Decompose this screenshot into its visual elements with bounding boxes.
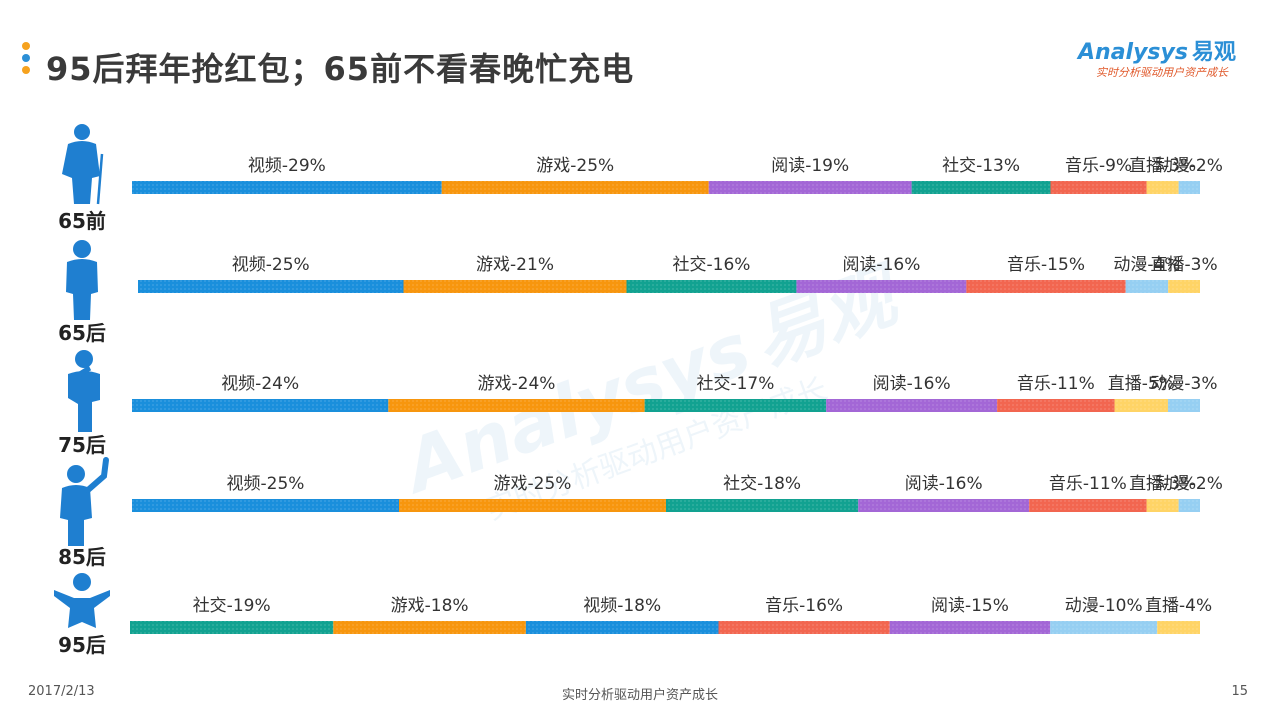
bar-segment-texture [388,399,645,412]
segment-label: 音乐-15% [1007,255,1085,275]
segment-label: 直播-4% [1145,596,1212,616]
bar-segment-texture [1050,621,1158,634]
segment-label: 视频-18% [583,596,661,616]
bar-segment-texture [132,499,399,512]
segment-label: 社交-16% [673,255,751,275]
bar-segment-texture [1157,621,1200,634]
chart-row-65前: 65前 视频-29% 游戏-25% 阅读-19% 社交-13% 音乐-9%直播-3%动漫-… [58,124,1223,233]
segment-label: 视频-25% [227,474,305,494]
segment-label: 动漫-10% [1065,596,1143,616]
segment-label: 直播-5% [1108,374,1175,394]
segment-label: 视频-24% [221,374,299,394]
bar-segment-texture [858,499,1030,512]
bar-segment-texture [666,499,859,512]
footer-slogan: 实时分析驱动用户资产成长 [561,688,718,703]
segment-label: 动漫-4% [1113,255,1180,275]
page-number: 15 [1231,684,1248,699]
segment-label: 游戏-24% [478,374,556,394]
bar-segment-texture [525,621,719,634]
jumping-person-icon [54,573,110,628]
segment-label: 动漫-2% [1156,156,1223,176]
segment-label: 阅读-16% [873,374,951,394]
title-dot [22,42,30,50]
bar-segment-texture [718,621,890,634]
bar-segment-texture [1050,181,1147,194]
segment-label: 视频-29% [248,156,326,176]
bar-segment-texture [966,280,1126,293]
title-dot [22,54,30,62]
logo-tagline: 实时分析驱动用户资产成长 [1096,66,1228,79]
title-dot [22,66,30,74]
bar-segment-texture [1146,181,1179,194]
segment-label: 阅读-19% [771,156,849,176]
segment-label: 游戏-21% [476,255,554,275]
segment-label: 动漫-2% [1156,474,1223,494]
segment-label: 音乐-16% [765,596,843,616]
bar-segment-texture [826,399,998,412]
footer-date: 2017/2/13 [28,684,95,699]
bar-segment-texture [1125,280,1169,293]
bar-segment-texture [132,181,442,194]
bar-segment-texture [399,499,666,512]
bar-segment-texture [1178,499,1200,512]
bar-segment-texture [644,399,827,412]
bar-segment-texture [997,399,1115,412]
bar-segment-texture [403,280,627,293]
bar-segment-texture [132,399,389,412]
bar-segment-texture [626,280,797,293]
segment-label: 视频-25% [232,255,310,275]
waving-person-icon [60,457,109,546]
segment-label: 阅读-16% [905,474,983,494]
bar-segment-texture [333,621,526,634]
chart-row-75后: 75后 视频-24% 游戏-24% 社交-17% 阅读-16% 音乐-11% 直播-5%动漫… [58,350,1218,457]
bar-segment-texture [796,280,967,293]
bar-segment-texture [1146,499,1179,512]
analysys-logo: Analysys 易观 实时分析驱动用户资产成长 [1078,34,1248,84]
segment-label: 直播-3% [1151,255,1218,275]
segment-label: 阅读-16% [842,255,920,275]
segment-label: 动漫-3% [1150,374,1217,394]
chart-row-65后: 65后 视频-25% 游戏-21% 社交-16% 阅读-16% 音乐-15% 动漫-4%直播… [58,240,1218,345]
bar-segment-texture [1029,499,1147,512]
bar-segment-texture [911,181,1051,194]
bar-segment-texture [1178,181,1200,194]
segment-label: 直播-3% [1129,156,1196,176]
bar-segment-texture [708,181,912,194]
segment-label: 直播-3% [1129,474,1196,494]
bar-segment-texture [1114,399,1168,412]
segment-label: 音乐-11% [1017,374,1095,394]
segment-label: 游戏-25% [494,474,572,494]
segment-label: 游戏-18% [391,596,469,616]
category-label: 65前 [58,209,106,233]
logo-brand: Analysys [1078,40,1188,65]
logo-wordmark: Analysys 易观 [1078,34,1236,66]
chart-row-85后: 85后 视频-25% 游戏-25% 社交-18% 阅读-16% 音乐-11% 直播-3%动漫… [58,457,1223,569]
elderly-person-with-cane-icon [62,124,104,205]
segment-label: 社交-17% [696,374,774,394]
segment-label: 阅读-15% [931,596,1009,616]
bar-segment-texture [138,280,404,293]
segment-label: 社交-19% [193,596,271,616]
segment-label: 社交-18% [723,474,801,494]
chart-row-95后: 95后 社交-19% 游戏-18% 视频-18% 音乐-16% 阅读-15% 动漫-10% 直… [54,573,1212,657]
bar-segment-texture [441,181,709,194]
category-label: 95后 [58,633,106,657]
page-title: 95后拜年抢红包；65前不看春晚忙充电 [46,50,635,88]
bar-segment-texture [1168,280,1200,293]
standing-person-icon [66,240,98,320]
segment-label: 游戏-25% [536,156,614,176]
segment-label: 音乐-11% [1049,474,1127,494]
segment-label: 社交-13% [942,156,1020,176]
bar-segment-texture [889,621,1051,634]
bar-segment-texture [130,621,334,634]
logo-brand-cn: 易观 [1191,40,1236,65]
thinking-person-icon [68,350,100,432]
category-label: 65后 [58,321,106,345]
bar-segment-texture [1167,399,1200,412]
segment-label: 音乐-9% [1065,156,1132,176]
category-label: 85后 [58,545,106,569]
title-bullet-dots [22,42,32,78]
category-label: 75后 [58,433,106,457]
